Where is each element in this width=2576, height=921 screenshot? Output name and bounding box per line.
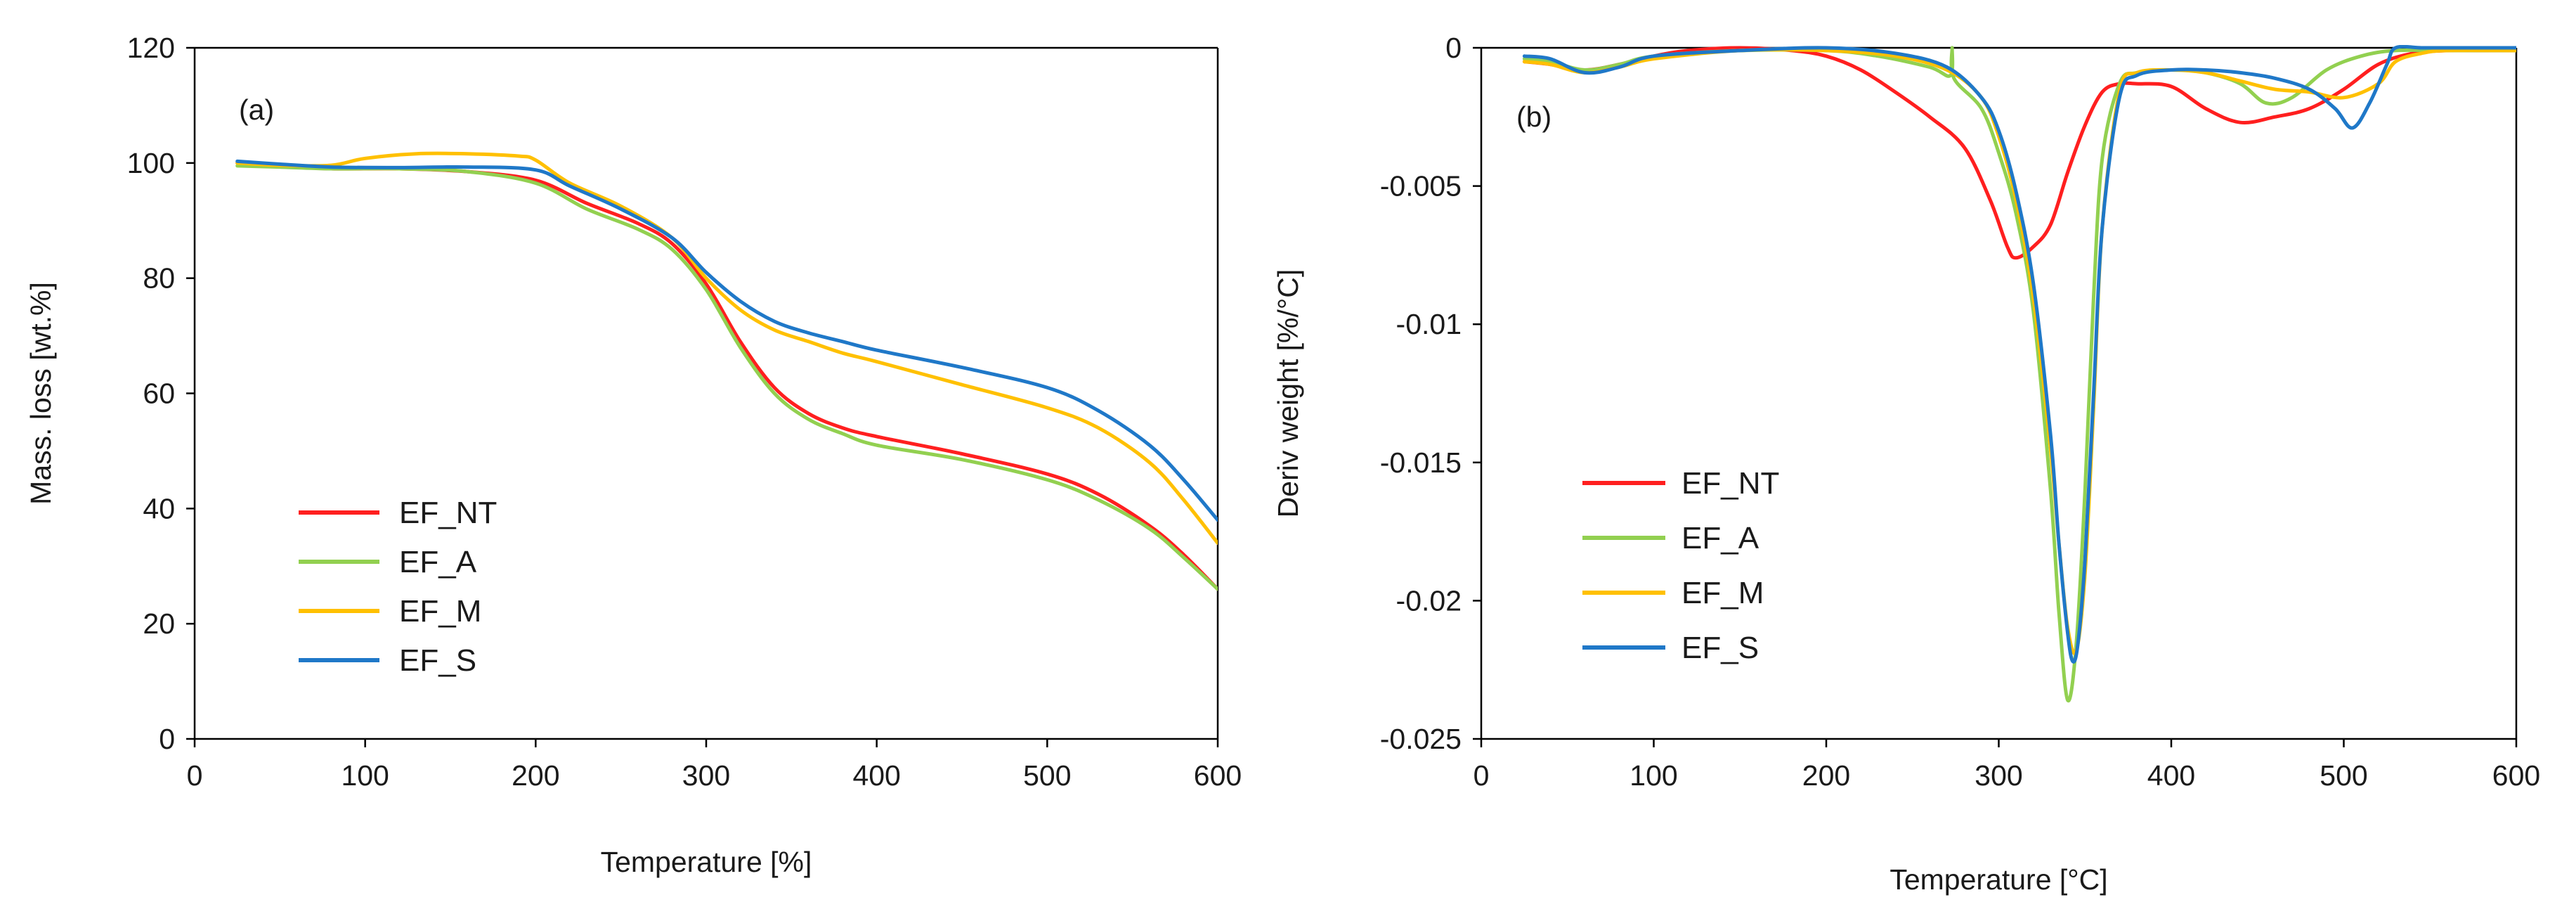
x-tick-label: 100 [1629, 759, 1677, 792]
series-line-ef-s [235, 159, 1218, 522]
y-tick-label: -0.015 [1380, 446, 1462, 479]
panel-label: (b) [1516, 101, 1552, 133]
x-axis-title: Temperature [°C] [1889, 863, 2107, 896]
legend-label-ef-a: EF_A [399, 545, 477, 579]
x-tick-label: 400 [2147, 759, 2195, 792]
series-line-ef-a [235, 164, 1218, 591]
y-tick-label: -0.005 [1380, 170, 1462, 202]
y-tick-label: 0 [159, 723, 175, 755]
series-line-ef-nt [235, 161, 1218, 591]
y-tick-label: 120 [127, 32, 175, 64]
x-tick-label: 400 [852, 759, 900, 792]
y-tick-label: 60 [143, 378, 175, 410]
y-axis-title: Mass. loss [wt.%] [25, 282, 57, 505]
series-line-ef-m [1522, 48, 2516, 655]
x-tick-label: 100 [341, 759, 389, 792]
legend-label-ef-nt: EF_NT [399, 496, 497, 530]
y-tick-label: 20 [143, 607, 175, 640]
legend-label-ef-s: EF_S [1681, 631, 1759, 665]
x-tick-label: 300 [682, 759, 730, 792]
y-tick-label: 40 [143, 492, 175, 524]
y-tick-label: 0 [1445, 32, 1462, 64]
y-axis-title: Deriv weight [%/°C] [1272, 269, 1304, 518]
x-tick-label: 500 [1023, 759, 1071, 792]
series-line-ef-s [1522, 45, 2516, 664]
y-tick-label: -0.01 [1396, 308, 1462, 340]
legend-label-ef-a: EF_A [1681, 521, 1759, 555]
legend-label-ef-m: EF_M [1681, 576, 1764, 610]
y-tick-label: -0.02 [1396, 584, 1462, 617]
legend-label-ef-m: EF_M [399, 594, 481, 629]
x-tick-label: 200 [512, 759, 559, 792]
y-tick-label: 100 [127, 147, 175, 179]
x-tick-label: 300 [1975, 759, 2022, 792]
legend-label-ef-s: EF_S [399, 643, 476, 678]
x-tick-label: 0 [1474, 759, 1490, 792]
x-tick-label: 200 [1802, 759, 1850, 792]
x-tick-label: 600 [1194, 759, 1242, 792]
series-line-ef-a [1522, 46, 2516, 703]
x-tick-label: 600 [2492, 759, 2540, 792]
y-tick-label: 80 [143, 262, 175, 295]
x-tick-label: 0 [187, 759, 203, 792]
panel-label: (a) [239, 94, 274, 126]
series-line-ef-nt [1522, 46, 2516, 260]
x-axis-title: Temperature [%] [601, 846, 812, 878]
panel-b-derivative-weight-chart: 0 100 200 300 400 500 600 0 -0.005 -0.01 -0.015 -0.… [1272, 32, 2540, 896]
panel-a-mass-loss-chart: 0 100 200 300 400 500 600 0 20 40 60 80 100 120 (a) Tem… [25, 32, 1242, 878]
x-tick-label: 500 [2320, 759, 2367, 792]
legend-label-ef-nt: EF_NT [1681, 466, 1779, 501]
series-line-ef-m [235, 151, 1218, 545]
y-tick-label: -0.025 [1380, 723, 1462, 755]
